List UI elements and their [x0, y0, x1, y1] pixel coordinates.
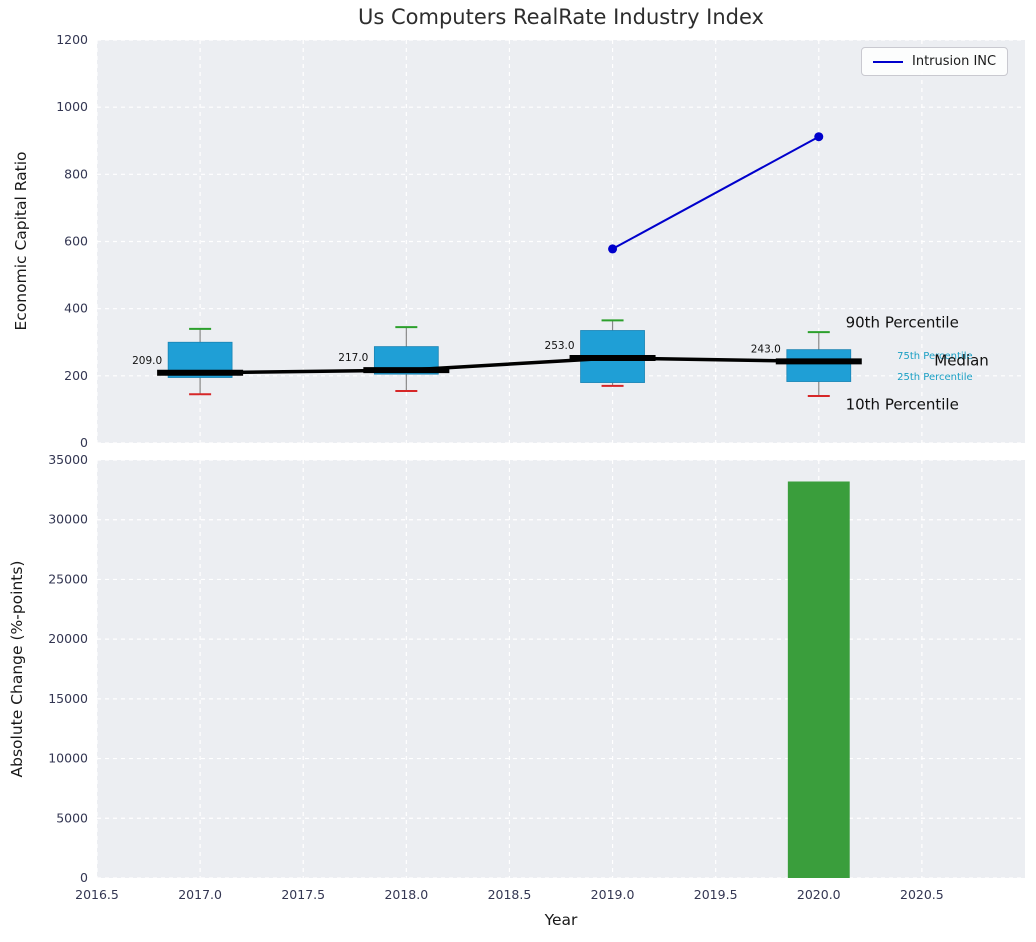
y-tick-label: 600: [64, 234, 88, 249]
plot-background: [97, 460, 1025, 878]
x-tick-label: 2018.5: [488, 887, 532, 902]
y-tick-label: 200: [64, 368, 88, 383]
y-tick-label: 1200: [56, 32, 88, 47]
annotation-75th-percentile: 75th Percentile: [897, 351, 973, 362]
chart-title: Us Computers RealRate Industry Index: [358, 5, 764, 29]
y-tick-label: 5000: [56, 810, 88, 825]
y-tick-label: 20000: [48, 631, 88, 646]
median-trend-line: [200, 356, 819, 375]
boxplot-2020: 243.0: [751, 331, 852, 397]
y-tick-label: 0: [80, 870, 88, 885]
y-tick-label: 30000: [48, 512, 88, 527]
intrusion-line: [612, 135, 820, 250]
x-tick-label: 2020.5: [900, 887, 944, 902]
y-tick-label: 25000: [48, 571, 88, 586]
x-tick-label: 2019.0: [591, 887, 635, 902]
legend: Intrusion INC: [861, 47, 1009, 76]
median-value-label: 217.0: [338, 352, 368, 364]
x-tick-label: 2016.5: [75, 887, 119, 902]
y-tick-label: 800: [64, 166, 88, 181]
y-tick-label: 0: [80, 435, 88, 450]
x-tick-label: 2019.5: [694, 887, 738, 902]
y-tick-label: 10000: [48, 751, 88, 766]
change-bar-2020: [787, 481, 850, 878]
annotation-median: Median: [934, 352, 989, 370]
x-tick-label: 2017.5: [281, 887, 325, 902]
median-value-label: 243.0: [751, 343, 781, 355]
top-axes: 0 200 400 600 800 1000 1200: [56, 32, 1025, 450]
annotation-90th-percentile: 90th Percentile: [846, 314, 959, 332]
intrusion-marker: [814, 132, 824, 142]
x-axis-label: Year: [544, 911, 578, 929]
legend-label: Intrusion INC: [912, 54, 997, 69]
legend-line-sample: [873, 60, 903, 63]
annotation-25th-percentile: 25th Percentile: [897, 372, 973, 383]
x-tick-label: 2017.0: [178, 887, 222, 902]
bottom-axes: 0 5000 10000 15000 20000 25000 30000 35000 2016.…: [48, 452, 1025, 902]
y-tick-label: 35000: [48, 452, 88, 467]
median-value-label: 209.0: [132, 355, 162, 367]
y-tick-label: 400: [64, 301, 88, 316]
y-tick-label: 1000: [56, 99, 88, 114]
intrusion-marker: [608, 244, 618, 254]
y-tick-label: 15000: [48, 691, 88, 706]
y-axis-label-top: Economic Capital Ratio: [12, 151, 30, 331]
x-tick-label: 2018.0: [384, 887, 428, 902]
annotation-10th-percentile: 10th Percentile: [846, 396, 959, 414]
y-axis-label-bottom: Absolute Change (%-points): [8, 560, 26, 778]
box-iqr: [786, 349, 852, 382]
x-tick-label: 2020.0: [797, 887, 841, 902]
median-value-label: 253.0: [545, 340, 575, 352]
